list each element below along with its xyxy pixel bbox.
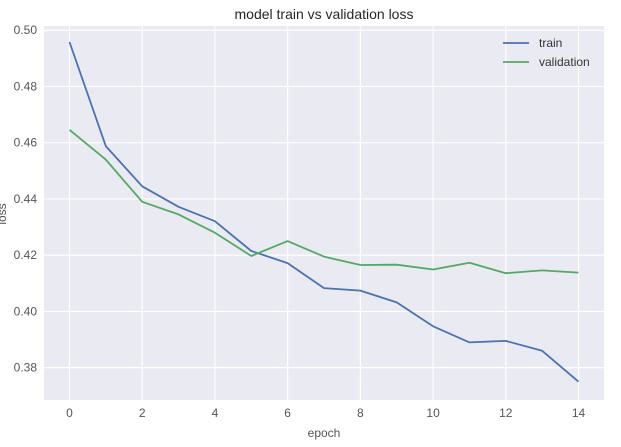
series-line-train	[68, 41, 580, 383]
legend: train validation	[503, 36, 590, 69]
x-tick-label: 14	[572, 406, 586, 420]
y-axis-label: loss	[0, 203, 9, 224]
series-layer	[68, 41, 580, 383]
x-tick-label: 0	[66, 406, 73, 420]
y-tick-label: 0.42	[14, 248, 38, 262]
x-tick-label: 8	[357, 406, 364, 420]
legend-label-validation: validation	[539, 55, 590, 69]
y-tick-label: 0.48	[14, 79, 38, 93]
y-tick-label: 0.38	[14, 361, 38, 375]
chart-title: model train vs validation loss	[235, 6, 414, 22]
x-tick-label: 2	[139, 406, 146, 420]
y-tick-labels: 0.38 0.40 0.42 0.44 0.46 0.48 0.50	[14, 23, 38, 374]
y-tick-label: 0.46	[14, 136, 38, 150]
y-tick-label: 0.44	[14, 192, 38, 206]
x-tick-label: 4	[212, 406, 219, 420]
y-tick-label: 0.40	[14, 304, 38, 318]
x-tick-labels: 0 2 4 6 8 10 12 14	[66, 406, 585, 420]
grid-lines	[44, 26, 604, 400]
legend-label-train: train	[539, 36, 562, 50]
x-tick-label: 6	[284, 406, 291, 420]
x-axis-label: epoch	[308, 426, 341, 440]
plot-background	[44, 26, 604, 400]
x-tick-label: 12	[499, 406, 513, 420]
x-tick-label: 10	[426, 406, 440, 420]
y-tick-label: 0.50	[14, 23, 38, 37]
series-line-validation	[68, 129, 579, 275]
